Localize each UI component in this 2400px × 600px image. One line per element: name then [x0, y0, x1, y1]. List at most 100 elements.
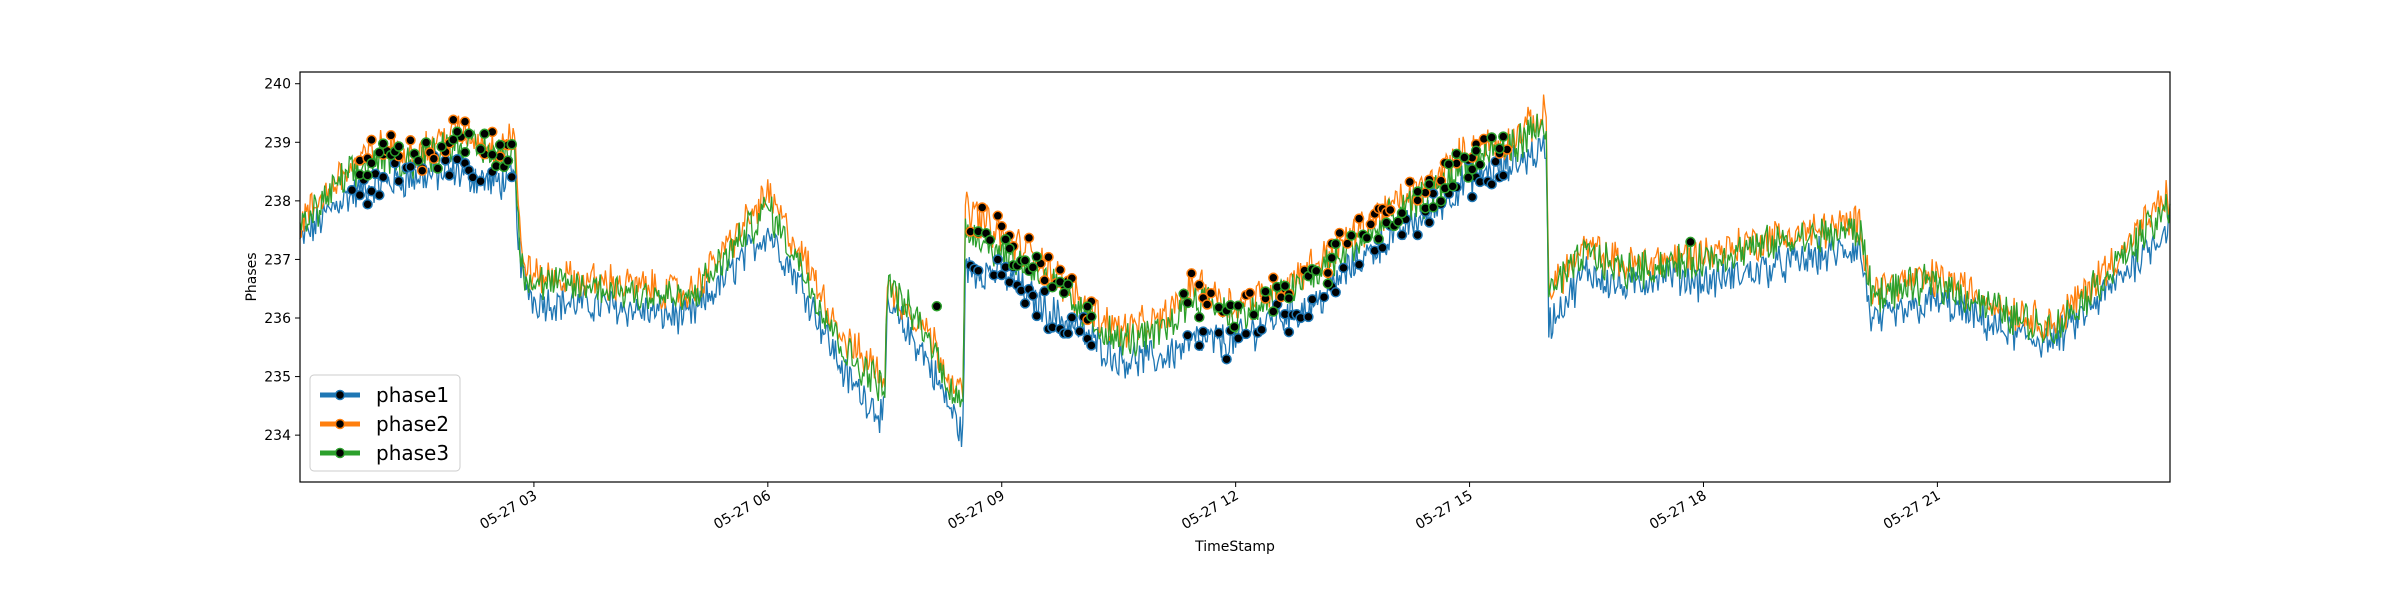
marker-point	[1404, 176, 1416, 188]
marker-point	[1027, 262, 1039, 273]
marker-point	[1322, 278, 1334, 289]
y-tick-label: 234	[264, 428, 291, 444]
legend-label-phase1: phase1	[376, 383, 449, 407]
marker-point	[1047, 282, 1058, 293]
marker-point	[475, 175, 486, 187]
marker-point	[448, 114, 459, 126]
marker-point	[1435, 195, 1447, 207]
marker-point	[354, 189, 366, 201]
marker-point	[1283, 326, 1295, 338]
marker-point	[506, 138, 518, 150]
marker-point	[1412, 186, 1423, 197]
marker-point	[451, 126, 463, 137]
marker-point	[1330, 238, 1341, 250]
marker-point	[1194, 279, 1205, 291]
marker-point	[1197, 326, 1209, 337]
legend-marker-phase2	[334, 418, 346, 430]
markers-phase3	[354, 126, 1509, 333]
marker-point	[428, 153, 440, 164]
legend-box	[309, 374, 461, 472]
marker-point	[1474, 159, 1486, 170]
marker-point	[1232, 333, 1244, 344]
marker-point	[1031, 310, 1043, 322]
marker-point	[440, 155, 451, 166]
marker-point	[1205, 287, 1217, 299]
marker-point	[432, 163, 443, 174]
marker-point	[1318, 291, 1330, 303]
marker-point	[1194, 312, 1205, 323]
marker-point	[1066, 312, 1078, 323]
plot-area	[299, 94, 2171, 448]
marker-point	[1256, 324, 1267, 335]
marker-point	[1268, 306, 1279, 317]
marker-point	[1027, 290, 1039, 301]
marker-point	[1213, 327, 1225, 339]
marker-point	[362, 199, 373, 210]
marker-point	[1466, 164, 1478, 175]
marker-point	[1086, 311, 1097, 322]
marker-point	[506, 171, 518, 183]
marker-point	[374, 189, 385, 201]
marker-point	[1201, 299, 1213, 310]
marker-point	[1031, 251, 1043, 263]
marker-point	[346, 184, 358, 196]
marker-point	[1182, 297, 1193, 309]
marker-point	[1000, 234, 1011, 245]
legend-marker-phase1	[334, 389, 346, 401]
marker-point	[996, 221, 1007, 232]
marker-point	[1412, 195, 1423, 206]
marker-point	[1058, 287, 1070, 299]
marker-point	[1054, 264, 1066, 276]
marker-point	[362, 170, 373, 181]
y-tick-label: 238	[264, 194, 291, 210]
marker-point	[1232, 300, 1244, 312]
marker-point	[1334, 227, 1345, 239]
marker-point	[1466, 191, 1478, 203]
marker-point	[1427, 202, 1439, 213]
marker-point	[1082, 301, 1093, 312]
y-tick-label: 239	[264, 135, 291, 151]
marker-point	[494, 139, 506, 151]
marker-point	[1377, 242, 1388, 254]
marker-point	[1023, 232, 1035, 244]
marker-point	[1486, 179, 1497, 190]
marker-point	[976, 202, 988, 213]
marker-point	[1396, 229, 1408, 241]
marker-point	[413, 155, 424, 166]
marker-point	[1373, 233, 1384, 245]
marker-point	[1361, 232, 1373, 244]
marker-point	[1074, 326, 1085, 337]
marker-point	[1062, 279, 1074, 290]
marker-point	[1221, 353, 1232, 365]
marker-point	[1353, 259, 1365, 270]
y-tick-label: 240	[264, 77, 291, 93]
marker-point	[1194, 340, 1205, 351]
marker-point	[1062, 328, 1074, 339]
marker-point	[1244, 287, 1256, 299]
marker-point	[475, 144, 486, 155]
y-axis-label: Phases	[244, 252, 260, 301]
y-axis: 234 235 236 237 238 239 240	[264, 77, 300, 444]
marker-point	[1260, 286, 1271, 297]
marker-point	[1385, 204, 1396, 216]
marker-point	[1019, 298, 1031, 309]
marker-point	[1279, 280, 1291, 292]
y-tick-label: 237	[264, 252, 291, 268]
marker-point	[1326, 252, 1338, 264]
marker-point	[1330, 287, 1341, 298]
marker-point	[1307, 294, 1318, 305]
marker-point	[1424, 178, 1435, 190]
marker-point	[405, 161, 416, 173]
marker-point	[1043, 251, 1054, 263]
marker-point	[1229, 321, 1240, 333]
legend: phase1 phase2 phase3	[309, 374, 461, 472]
marker-point	[385, 130, 397, 141]
marker-point	[1396, 207, 1408, 219]
y-tick-label: 235	[264, 370, 291, 386]
marker-point	[393, 141, 405, 152]
legend-marker-phase3	[334, 447, 346, 459]
marker-point	[973, 265, 984, 276]
marker-point	[1178, 288, 1189, 300]
marker-point	[984, 234, 996, 246]
